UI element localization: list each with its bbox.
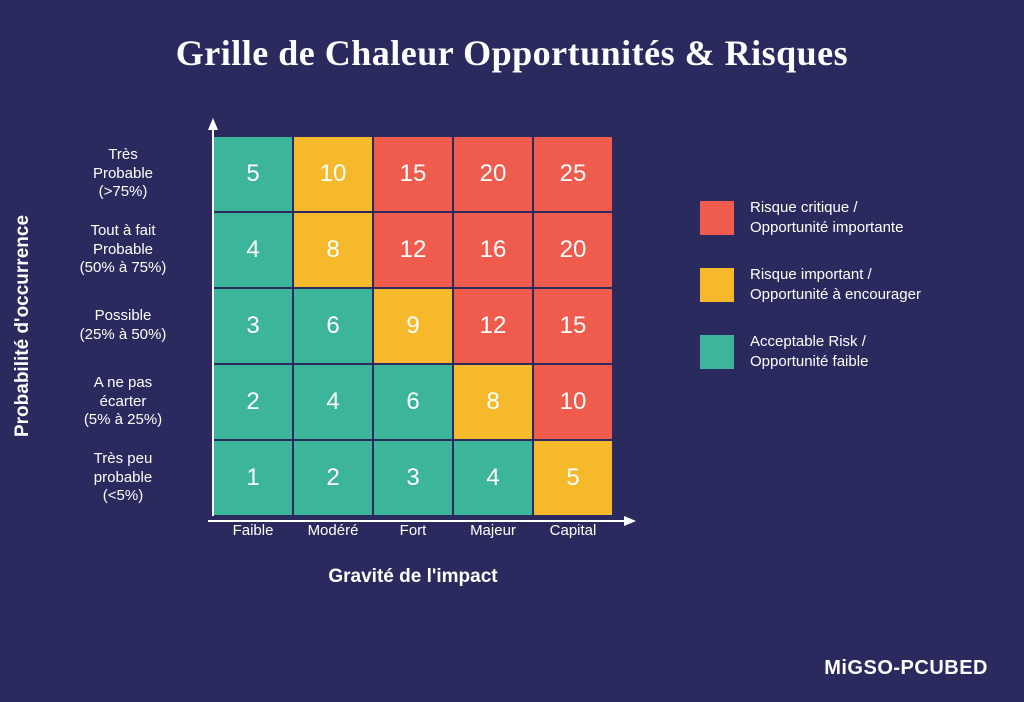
- heatmap-cell: 20: [453, 136, 533, 212]
- y-axis-label: Tout à faitProbable(50% à 75%): [38, 212, 208, 288]
- y-axis-label-line: Tout à fait: [90, 222, 155, 241]
- heatmap-cell: 6: [373, 364, 453, 440]
- heatmap-cell: 3: [213, 288, 293, 364]
- heatmap-cell: 25: [533, 136, 613, 212]
- legend-item: Risque critique /Opportunité importante: [700, 198, 990, 237]
- x-axis-title: Gravité de l'impact: [213, 566, 613, 588]
- heatmap-cell: 4: [213, 212, 293, 288]
- heatmap-cell: 2: [213, 364, 293, 440]
- legend-label: Acceptable Risk /Opportunité faible: [750, 332, 868, 371]
- y-axis-label: A ne pasécarter(5% à 25%): [38, 364, 208, 440]
- y-axis-label-line: Probable: [93, 241, 153, 260]
- y-axis-label-line: (5% à 25%): [84, 411, 162, 430]
- legend-item: Risque important /Opportunité à encourag…: [700, 265, 990, 304]
- y-axis-label-line: Très: [108, 146, 137, 165]
- heatmap-cell: 2: [293, 440, 373, 516]
- legend-swatch: [700, 268, 734, 302]
- y-axis-label-line: (>75%): [99, 183, 148, 202]
- heatmap-cell: 6: [293, 288, 373, 364]
- heatmap-cell: 16: [453, 212, 533, 288]
- y-axis-label-line: (25% à 50%): [80, 326, 167, 345]
- heatmap-cell: 8: [453, 364, 533, 440]
- heatmap-cell: 9: [373, 288, 453, 364]
- legend-swatch: [700, 201, 734, 235]
- legend-swatch: [700, 335, 734, 369]
- heatmap-cell: 4: [293, 364, 373, 440]
- heatmap-cell: 5: [533, 440, 613, 516]
- y-axis-label-line: (<5%): [103, 487, 143, 506]
- y-axis-label-line: A ne pas: [94, 374, 152, 393]
- y-axis-label: Possible(25% à 50%): [38, 288, 208, 364]
- y-axis-label-line: Probable: [93, 165, 153, 184]
- heatmap-grid: 51015202548121620369121524681012345: [213, 136, 613, 516]
- heatmap-cell: 10: [293, 136, 373, 212]
- legend: Risque critique /Opportunité importante R…: [700, 198, 990, 371]
- legend-label: Risque important /Opportunité à encourag…: [750, 265, 921, 304]
- heatmap-cell: 12: [373, 212, 453, 288]
- y-axis-labels: TrèsProbable(>75%)Tout à faitProbable(50…: [38, 136, 208, 516]
- heatmap-cell: 15: [533, 288, 613, 364]
- y-axis-label: TrèsProbable(>75%): [38, 136, 208, 212]
- heatmap-chart: Probabilité d'occurrence TrèsProbable(>7…: [118, 136, 678, 606]
- heatmap-cell: 20: [533, 212, 613, 288]
- y-axis-label-line: écarter: [100, 393, 147, 412]
- y-axis-label-line: (50% à 75%): [80, 259, 167, 278]
- brand-logo: MiGSO-PCUBED: [824, 657, 988, 680]
- heatmap-cell: 3: [373, 440, 453, 516]
- heatmap-cell: 10: [533, 364, 613, 440]
- heatmap-cell: 15: [373, 136, 453, 212]
- y-axis-label-line: probable: [94, 469, 152, 488]
- y-axis-label-line: Possible: [95, 307, 152, 326]
- y-axis-title: Probabilité d'occurrence: [8, 136, 38, 516]
- heatmap-cell: 1: [213, 440, 293, 516]
- legend-label: Risque critique /Opportunité importante: [750, 198, 903, 237]
- heatmap-cell: 5: [213, 136, 293, 212]
- heatmap-cell: 4: [453, 440, 533, 516]
- y-axis-label: Très peuprobable(<5%): [38, 440, 208, 516]
- page-title: Grille de Chaleur Opportunités & Risques: [0, 32, 1024, 74]
- heatmap-cell: 8: [293, 212, 373, 288]
- legend-item: Acceptable Risk /Opportunité faible: [700, 332, 990, 371]
- heatmap-cell: 12: [453, 288, 533, 364]
- y-axis-label-line: Très peu: [94, 450, 153, 469]
